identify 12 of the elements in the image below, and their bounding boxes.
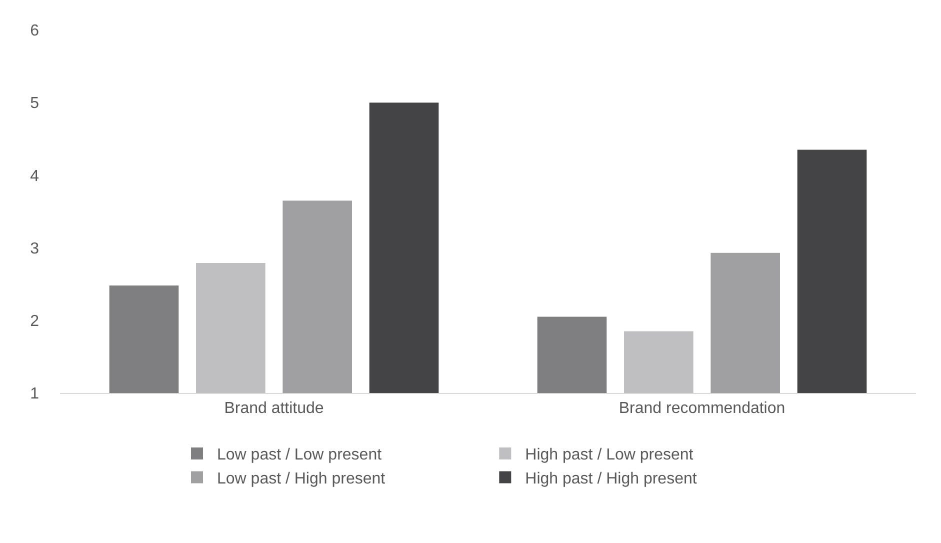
y-tick-label: 5 (30, 95, 40, 112)
y-tick-label: 2 (30, 313, 40, 330)
legend-label: High past / Low present (525, 446, 694, 464)
y-tick-label: 3 (30, 240, 40, 258)
x-tick-label: Brand attitude (224, 400, 324, 418)
legend-label: Low past / High present (217, 470, 386, 488)
y-tick-label: 4 (30, 168, 40, 185)
y-tick-label: 1 (30, 386, 40, 403)
y-tick-label: 6 (30, 22, 40, 40)
legend-label: High past / High present (525, 470, 698, 488)
x-tick-label: Brand recommendation (618, 400, 786, 418)
legend-label: Low past / Low present (217, 446, 382, 464)
